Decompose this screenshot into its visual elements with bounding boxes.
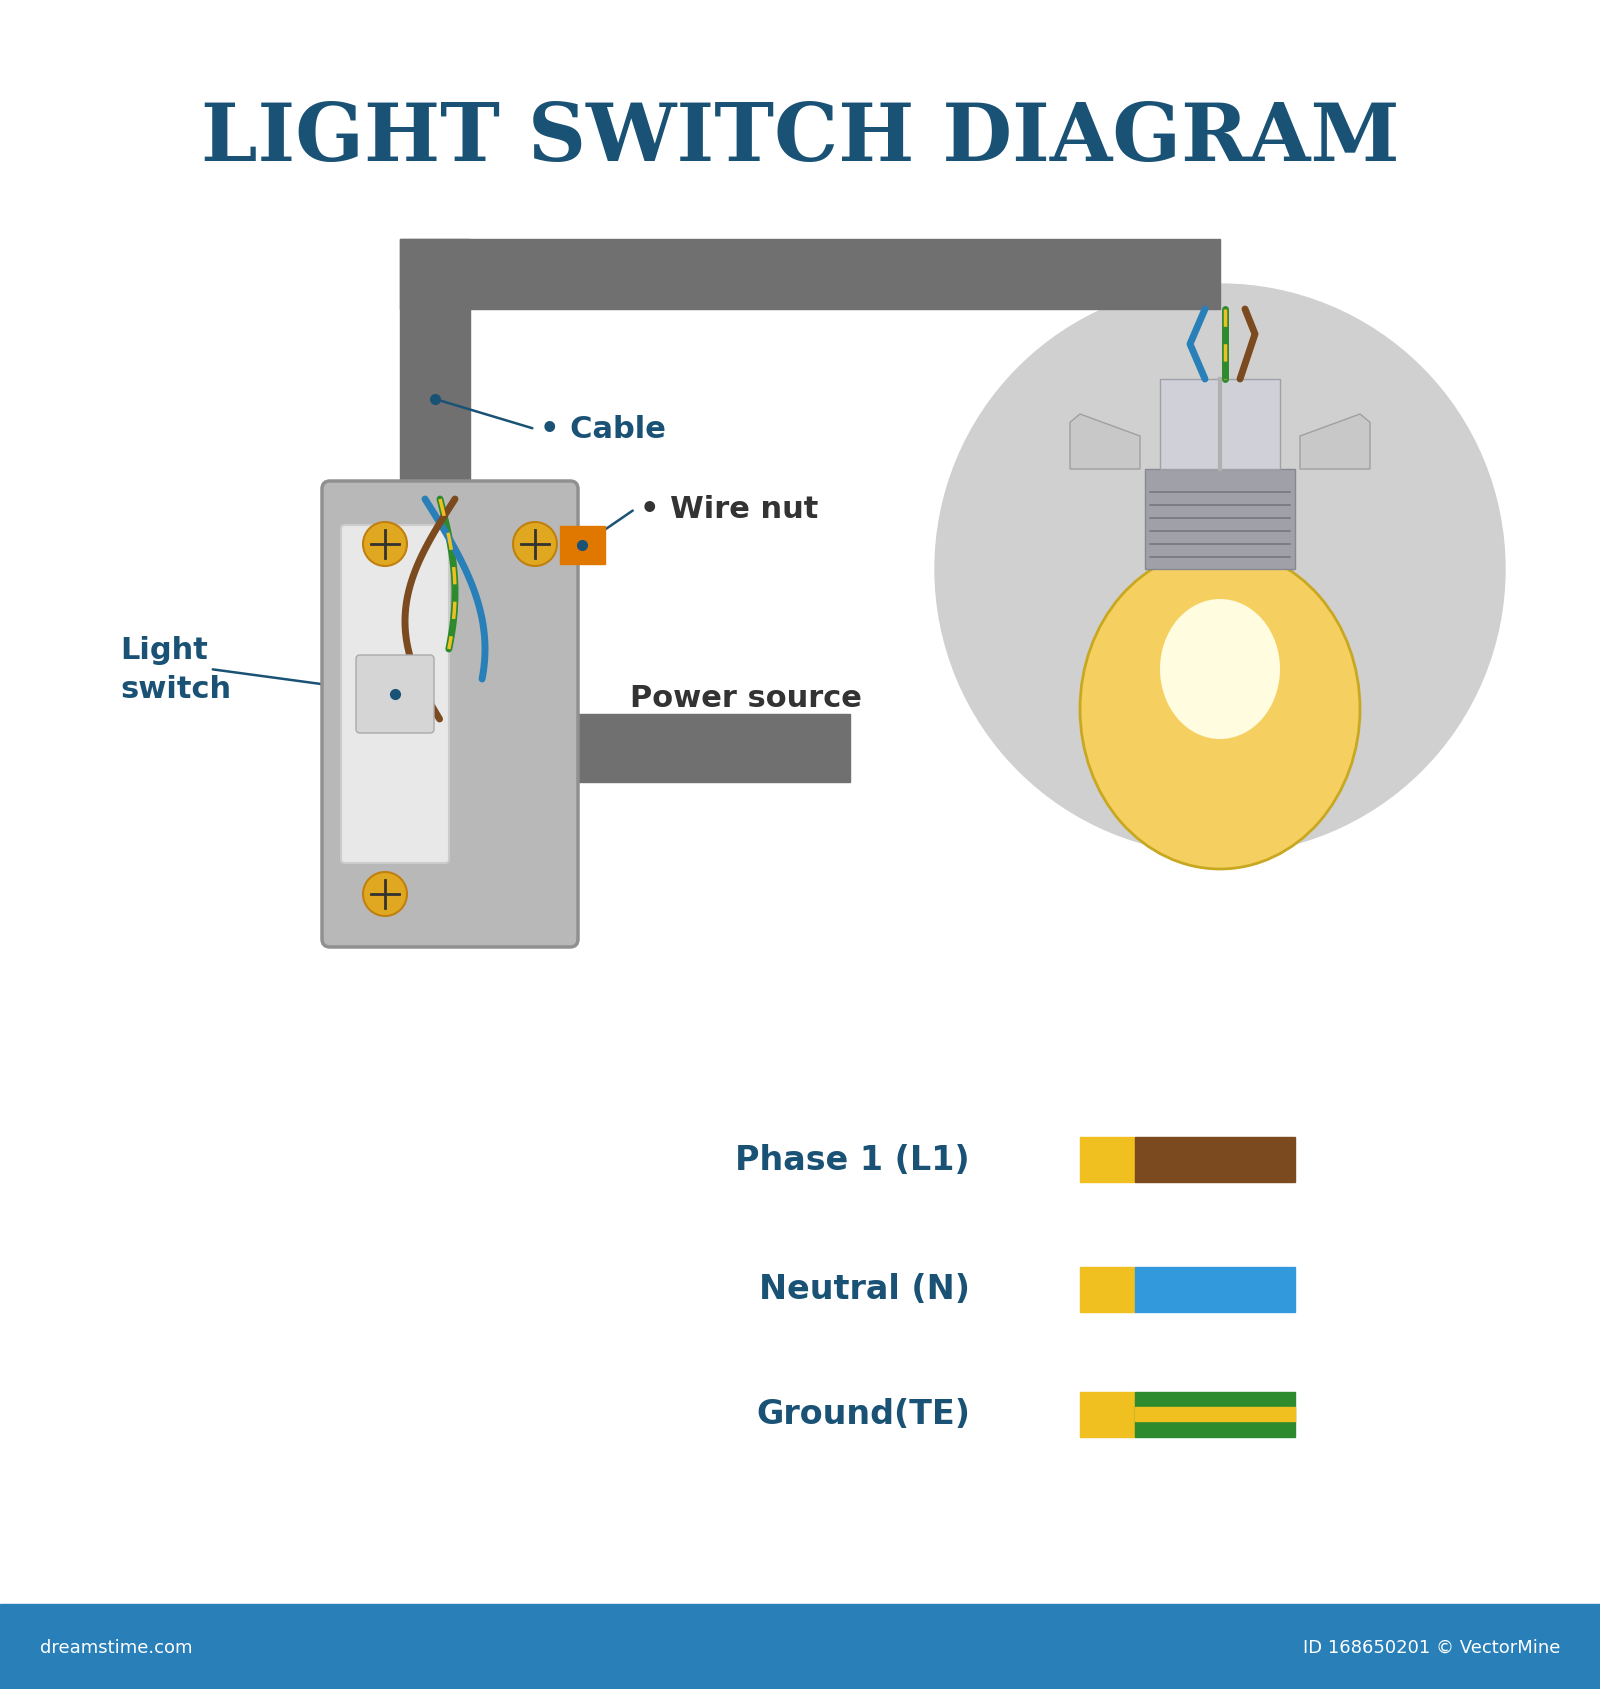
FancyBboxPatch shape [355,655,434,733]
Bar [1134,1407,1294,1420]
FancyBboxPatch shape [322,481,578,948]
Bar [0,1605,1600,1689]
Circle shape [514,522,557,568]
Bar [1160,380,1280,470]
Bar [1134,1392,1294,1437]
Text: LIGHT SWITCH DIAGRAM: LIGHT SWITCH DIAGRAM [200,100,1400,177]
Text: Phase 1 (L1): Phase 1 (L1) [736,1143,970,1176]
Bar [560,527,605,564]
Bar [1134,1267,1294,1312]
Bar [400,240,470,490]
Ellipse shape [1160,600,1280,740]
Text: Ground(TE): Ground(TE) [755,1398,970,1431]
Bar [1080,1267,1134,1312]
Bar [1080,1392,1134,1437]
Circle shape [934,285,1506,855]
Bar [1134,1137,1294,1182]
Bar [1146,470,1294,569]
Text: • Wire nut: • Wire nut [640,495,818,524]
Bar [1080,1137,1134,1182]
Circle shape [363,873,406,917]
Text: Power source: Power source [630,684,862,713]
Ellipse shape [1080,549,1360,870]
Text: Light
switch: Light switch [120,637,230,703]
Text: • Cable: • Cable [541,415,666,444]
Polygon shape [1299,415,1370,470]
Text: ID 168650201 © VectorMine: ID 168650201 © VectorMine [1302,1638,1560,1655]
Circle shape [363,522,406,568]
Bar [565,714,850,782]
Text: dreamstime.com: dreamstime.com [40,1638,192,1655]
Polygon shape [1070,415,1139,470]
Text: Neutral (N): Neutral (N) [758,1274,970,1306]
FancyBboxPatch shape [341,525,450,863]
Bar [400,240,1221,309]
